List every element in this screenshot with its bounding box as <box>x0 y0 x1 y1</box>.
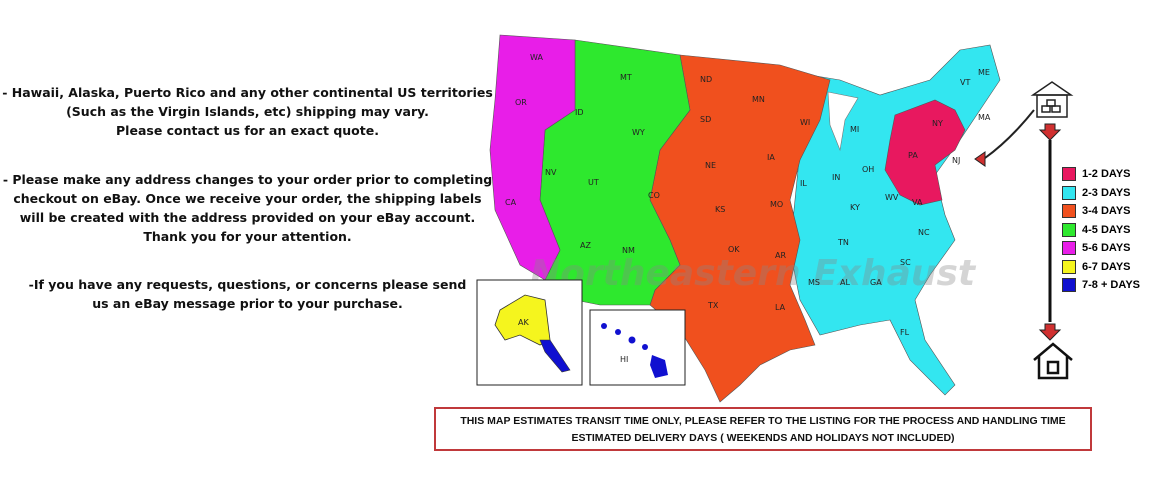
state-label: KY <box>850 203 860 212</box>
shipping-arrow-icon <box>974 109 1035 167</box>
notice-line: THIS MAP ESTIMATES TRANSIT TIME ONLY, PL… <box>460 415 1066 427</box>
state-label: ND <box>700 75 712 84</box>
legend-item: 1-2 DAYS <box>1062 165 1140 184</box>
state-label: VA <box>912 198 923 207</box>
state-label: KS <box>715 205 725 214</box>
state-label: AZ <box>580 241 591 250</box>
legend-label: 2-3 DAYS <box>1082 186 1131 199</box>
note-line: will be created with the address provide… <box>19 210 476 225</box>
legend-label: 6-7 DAYS <box>1082 260 1131 273</box>
state-label: VT <box>960 78 970 87</box>
state-label: NC <box>918 228 930 237</box>
note-line: us an eBay message prior to your purchas… <box>92 296 403 311</box>
state-label: UT <box>588 178 599 187</box>
state-label: NY <box>932 119 943 128</box>
note-line: (Such as the Virgin Islands, etc) shippi… <box>66 104 429 119</box>
state-label: PA <box>908 151 918 160</box>
down-arrow-icon <box>1038 123 1062 141</box>
state-label: FL <box>900 328 910 337</box>
state-label: MN <box>752 95 765 104</box>
legend-swatch <box>1062 204 1076 219</box>
home-icon <box>1033 342 1073 380</box>
state-label: ID <box>575 108 584 117</box>
state-label: NM <box>622 246 635 255</box>
legend-item: 4-5 DAYS <box>1062 221 1140 240</box>
legend-swatch <box>1062 222 1076 237</box>
state-label: MT <box>620 73 632 82</box>
state-label: OK <box>728 245 740 254</box>
state-label: AL <box>840 278 850 287</box>
note-line: - Hawaii, Alaska, Puerto Rico and any ot… <box>2 85 493 100</box>
contact-note: -If you have any requests, questions, or… <box>0 275 495 313</box>
state-label: TX <box>707 301 719 310</box>
legend-item: 5-6 DAYS <box>1062 239 1140 258</box>
state-label: NE <box>705 161 716 170</box>
legend-item: 7-8 + DAYS <box>1062 276 1140 295</box>
state-label: OH <box>862 165 874 174</box>
state-label: WI <box>800 118 810 127</box>
state-label: MA <box>978 113 991 122</box>
state-label: GA <box>870 278 882 287</box>
notice-line: ESTIMATED DELIVERY DAYS ( WEEKENDS AND H… <box>571 432 955 444</box>
state-label: IA <box>767 153 775 162</box>
state-label: ME <box>978 68 990 77</box>
alaska-inset: AK <box>476 279 583 386</box>
state-label: AK <box>518 318 529 327</box>
state-label: TN <box>837 238 849 247</box>
note-line: Please contact us for an exact quote. <box>116 123 379 138</box>
great-lake <box>827 91 859 152</box>
legend-label: 5-6 DAYS <box>1082 242 1131 255</box>
state-labels: WA OR CA NV ID MT WY UT AZ NM CO ND SD N… <box>505 53 991 337</box>
legend-item: 3-4 DAYS <box>1062 202 1140 221</box>
note-line: Thank you for your attention. <box>143 229 352 244</box>
legend-swatch <box>1062 241 1076 256</box>
note-line: checkout on eBay. Once we receive your o… <box>13 191 482 206</box>
legend-item: 2-3 DAYS <box>1062 184 1140 203</box>
state-label: WY <box>632 128 645 137</box>
transit-time-notice: THIS MAP ESTIMATES TRANSIT TIME ONLY, PL… <box>434 407 1092 451</box>
state-label: SC <box>900 258 911 267</box>
region-5-6-days <box>489 34 576 281</box>
state-label: WV <box>885 193 899 202</box>
legend-label: 1-2 DAYS <box>1082 168 1131 181</box>
state-label: IL <box>800 179 807 188</box>
legend-label: 4-5 DAYS <box>1082 223 1131 236</box>
legend-swatch <box>1062 185 1076 200</box>
note-line: -If you have any requests, questions, or… <box>28 277 467 292</box>
state-label: IN <box>832 173 840 182</box>
map-legend: 1-2 DAYS 2-3 DAYS 3-4 DAYS 4-5 DAYS 5-6 DAYS… <box>1062 165 1140 295</box>
state-label: SD <box>700 115 711 124</box>
address-change-note: - Please make any address changes to you… <box>0 170 495 246</box>
legend-swatch <box>1062 167 1076 182</box>
legend-label: 3-4 DAYS <box>1082 205 1131 218</box>
state-label: LA <box>775 303 786 312</box>
legend-label: 7-8 + DAYS <box>1082 279 1140 292</box>
state-label: CO <box>648 191 660 200</box>
watermark: Northeastern Exhaust <box>530 253 977 294</box>
territories-note: - Hawaii, Alaska, Puerto Rico and any ot… <box>0 83 495 140</box>
state-label: MO <box>770 200 783 209</box>
legend-item: 6-7 DAYS <box>1062 258 1140 277</box>
warehouse-icon <box>1030 81 1074 118</box>
hawaii-inset: HI <box>589 309 686 386</box>
down-arrow-icon <box>1038 323 1062 341</box>
legend-swatch <box>1062 259 1076 274</box>
region-6-7-days <box>494 294 551 346</box>
region-7-8-days <box>539 339 571 373</box>
state-label: MI <box>850 125 859 134</box>
state-label: MS <box>808 278 820 287</box>
note-line: - Please make any address changes to you… <box>2 172 493 187</box>
region-1-2-days <box>884 99 966 206</box>
state-label: NV <box>545 168 557 177</box>
legend-swatch <box>1062 278 1076 293</box>
state-label: OR <box>515 98 527 107</box>
state-label: CA <box>505 198 517 207</box>
state-label: NJ <box>952 156 960 165</box>
state-label: AR <box>775 251 786 260</box>
state-label: HI <box>620 355 628 364</box>
state-label: WA <box>530 53 543 62</box>
